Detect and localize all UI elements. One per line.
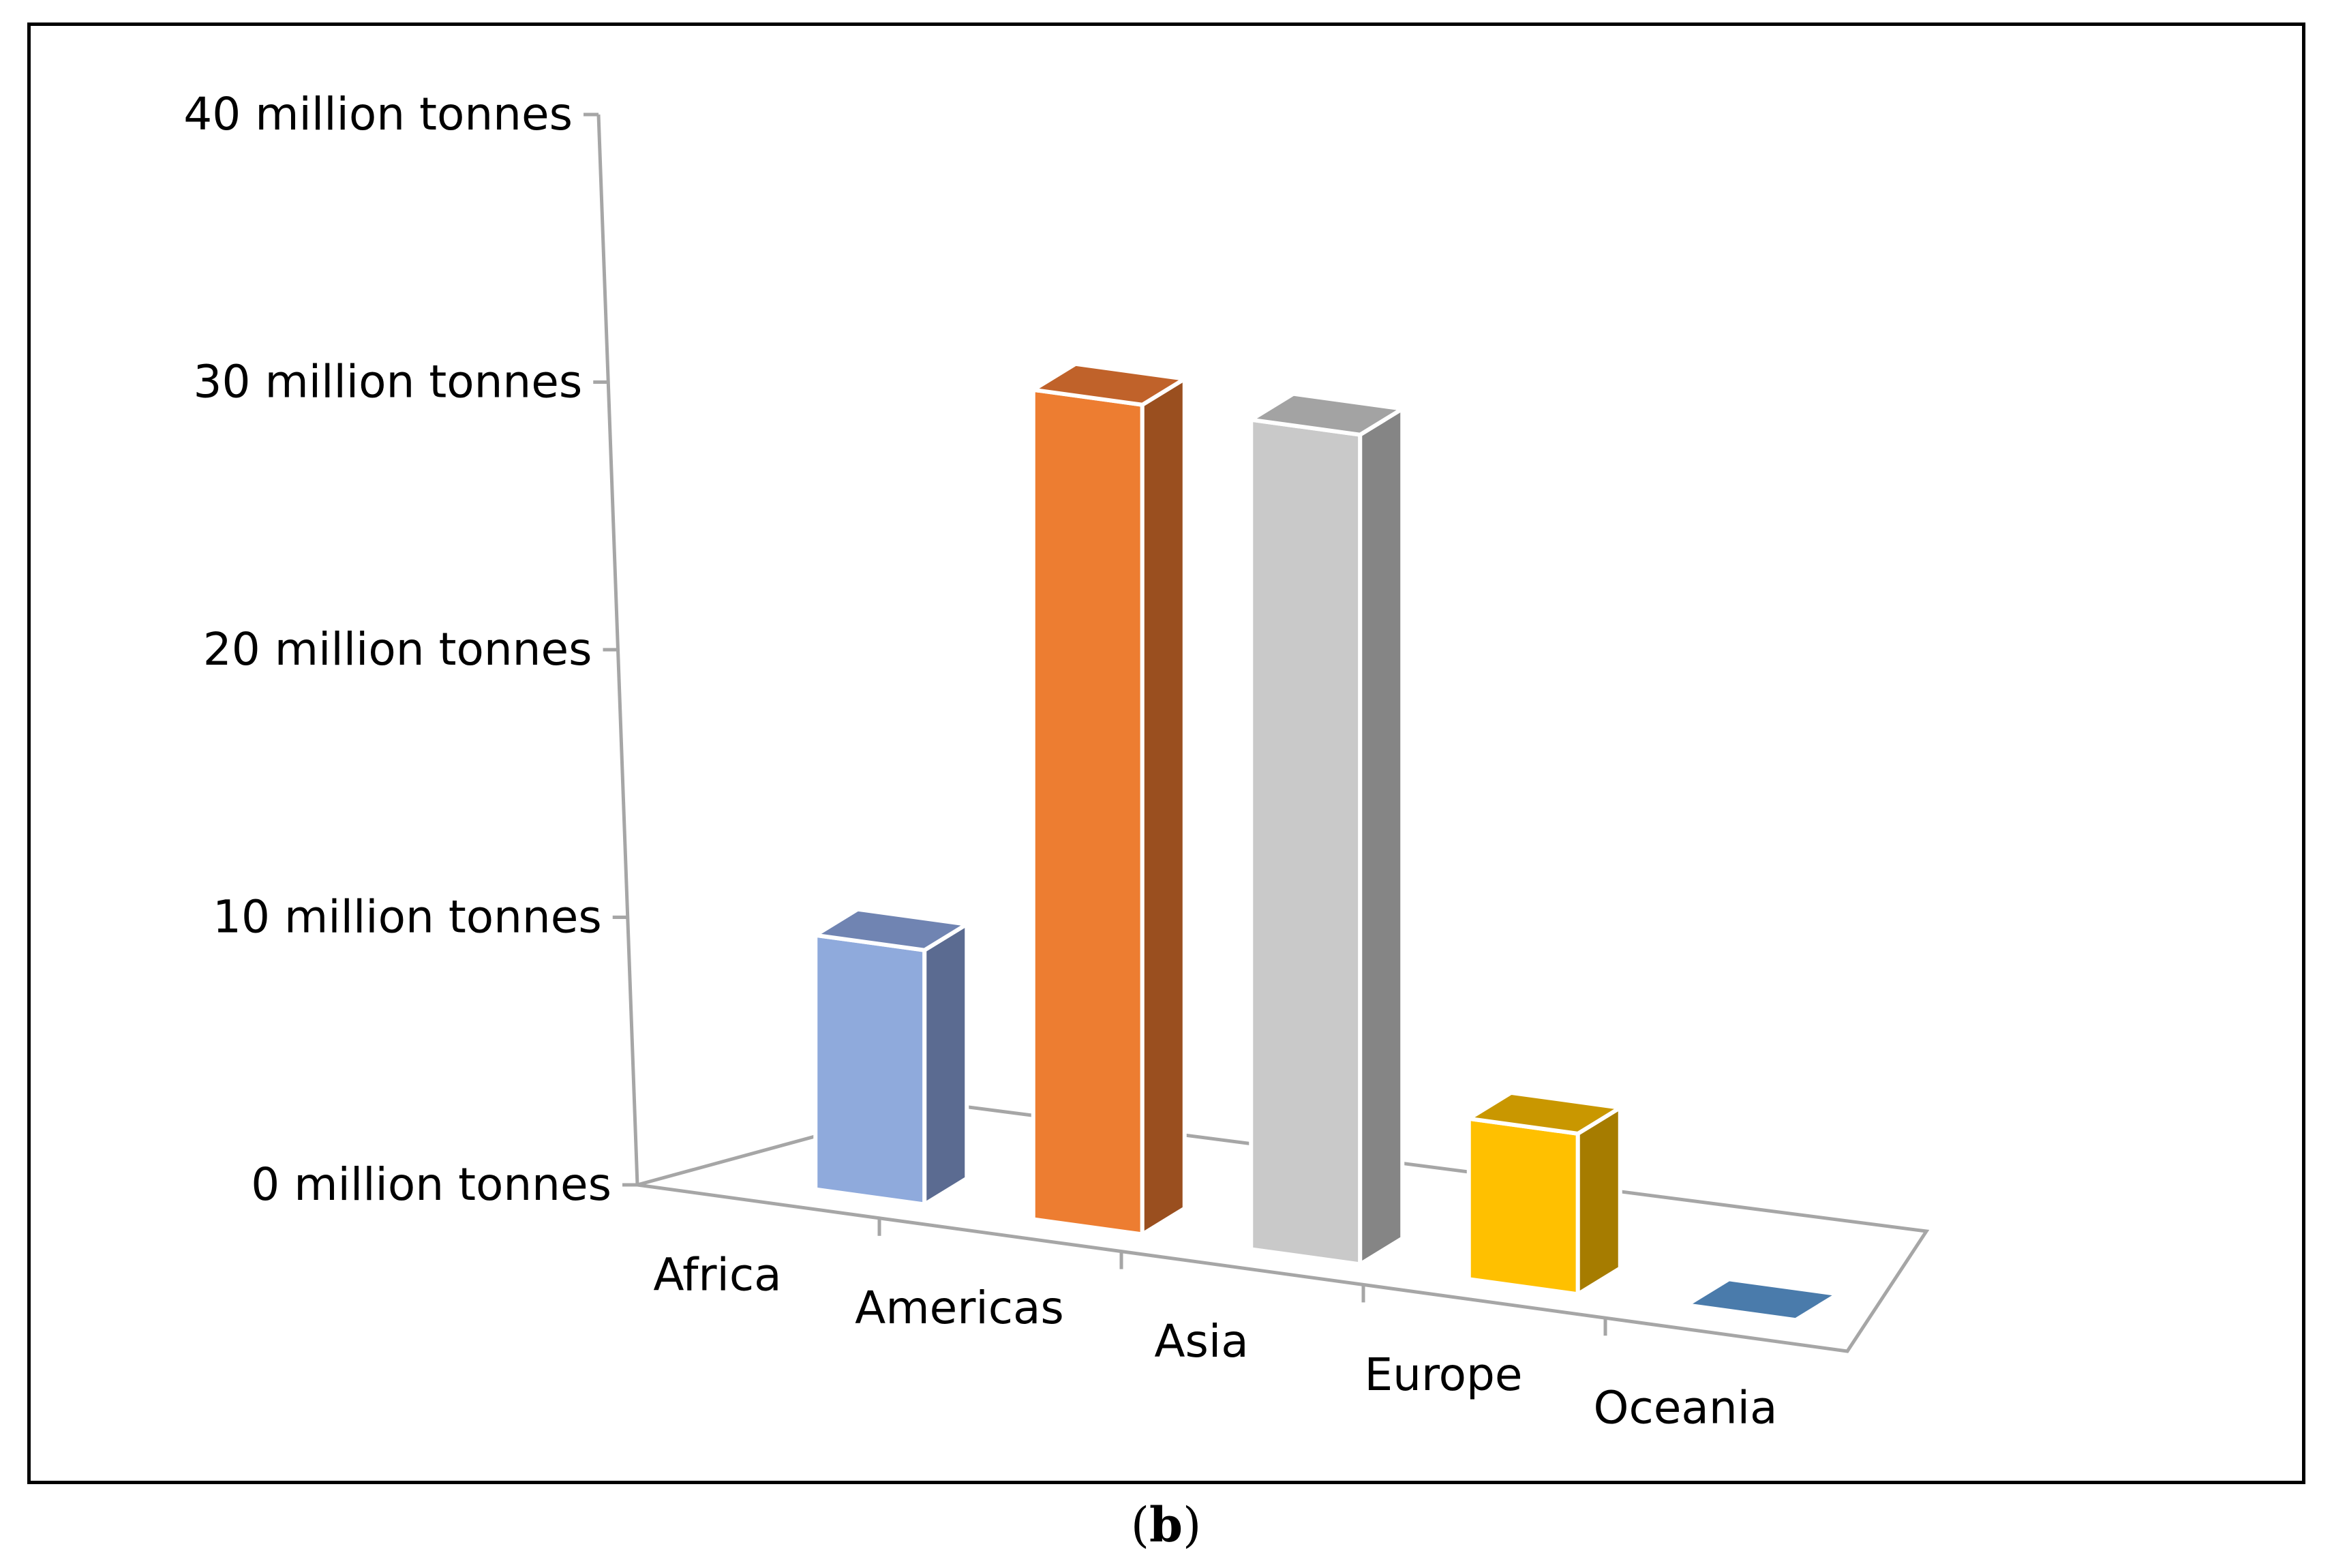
bars (813, 361, 1841, 1327)
bar-top-face (1249, 391, 1405, 437)
x-tick-label: Europe (1364, 1348, 1522, 1401)
bar-oceania (1684, 1277, 1841, 1327)
bar-africa (813, 907, 969, 1207)
y-tick-label: 30 million tonnes (194, 356, 583, 408)
bar-front-face (1466, 1116, 1580, 1297)
bar-asia (1249, 391, 1405, 1267)
y-tick-label: 10 million tonnes (213, 891, 602, 944)
bar-front-face (813, 933, 927, 1207)
caption-close: ) (1182, 1497, 1202, 1553)
x-axis-labels: Africa Americas Asia Europe Oceania (653, 1248, 1777, 1434)
bar-side-face (922, 922, 969, 1207)
x-tick-label: Africa (653, 1248, 781, 1301)
bar-side-face (1140, 376, 1187, 1237)
bar-europe (1466, 1090, 1622, 1297)
bar-americas (1031, 361, 1187, 1237)
bar-side-face (1358, 406, 1405, 1267)
bar-side-face (1575, 1105, 1622, 1297)
bar-top-face (1466, 1090, 1622, 1136)
bar-front-face (1249, 417, 1363, 1267)
y-tick-label: 20 million tonnes (203, 623, 592, 676)
figure-caption: (b) (0, 1496, 2332, 1553)
bar-top-face (1684, 1277, 1841, 1323)
x-tick-label: Americas (855, 1282, 1064, 1334)
x-tick-label: Asia (1154, 1315, 1248, 1368)
bar-top-face (1031, 361, 1187, 407)
y-tick-label: 0 million tonnes (251, 1158, 611, 1211)
bar-top-face (813, 907, 969, 952)
bar-front-face (1031, 387, 1145, 1237)
y-axis-ticks: 0 million tonnes 10 million tonnes 20 mill… (183, 88, 637, 1211)
caption-label: b (1149, 1496, 1183, 1553)
y-tick-label: 40 million tonnes (183, 88, 573, 140)
x-tick-label: Oceania (1594, 1382, 1778, 1434)
caption-open: ( (1130, 1497, 1150, 1553)
